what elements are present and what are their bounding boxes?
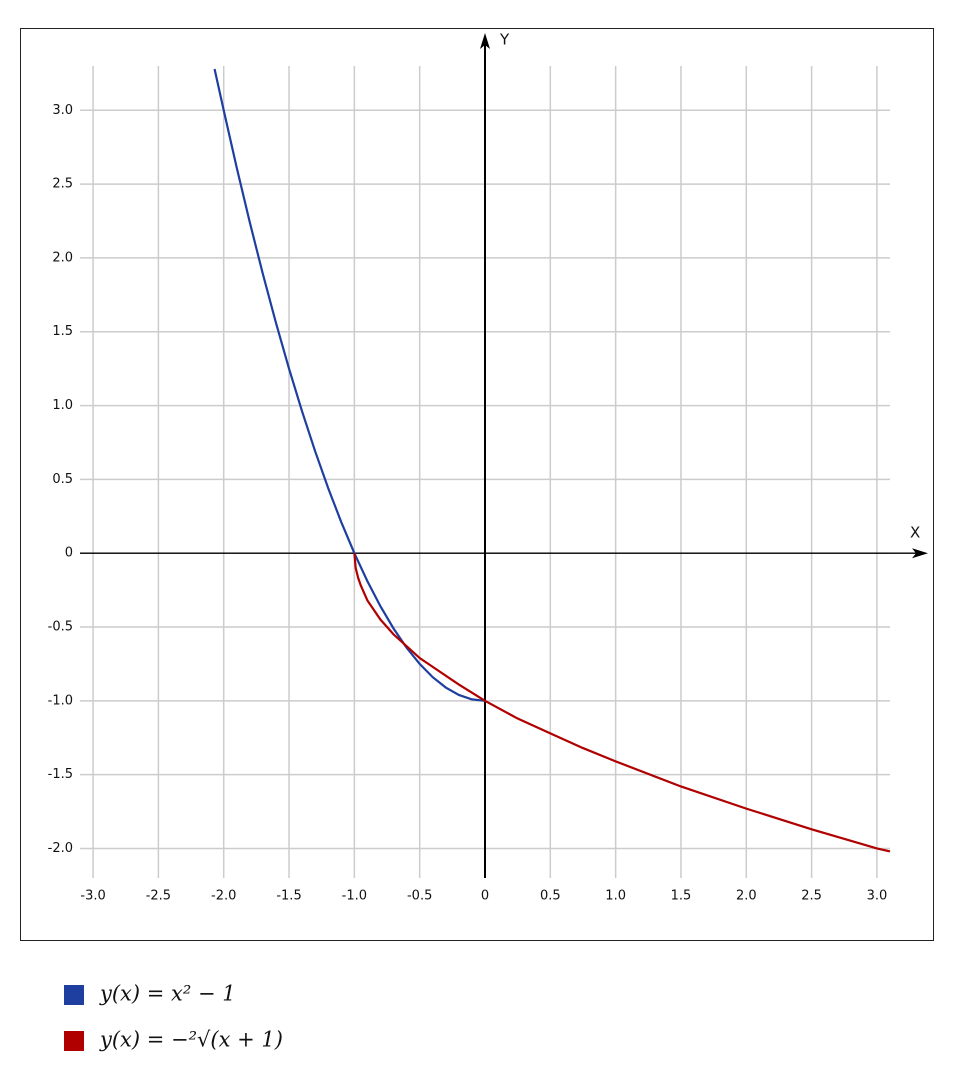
- legend-label: y(x) = x² − 1: [99, 982, 236, 1006]
- x-tick-label: 1.0: [605, 889, 626, 904]
- x-tick-label: 2.0: [736, 889, 757, 904]
- y-tick-label: 1.0: [52, 398, 73, 413]
- x-tick-label: -1.5: [276, 889, 301, 904]
- y-tick-label: 2.0: [52, 250, 73, 265]
- line: [353, 553, 891, 853]
- y-tick-label: -2.0: [48, 841, 73, 856]
- frame: [20, 28, 934, 941]
- x-tick-label: -1.0: [342, 889, 367, 904]
- y-axis-arrow: [480, 33, 490, 49]
- y-tick-label: 0: [65, 546, 73, 561]
- x-tick-label: 3.0: [867, 889, 888, 904]
- legend-swatch: [64, 1031, 84, 1051]
- y-axis-title: Y: [499, 31, 510, 49]
- x-tick-label: -2.0: [211, 889, 236, 904]
- x-tick-label: 1.5: [671, 889, 692, 904]
- y-tick-label: -0.5: [48, 620, 73, 635]
- y-tick-label: -1.5: [48, 767, 73, 782]
- plot: [80, 33, 928, 878]
- line: [213, 68, 486, 702]
- legend-swatch: [64, 985, 84, 1005]
- x-tick-label: -3.0: [80, 889, 105, 904]
- y-tick-label: -1.0: [48, 693, 73, 708]
- x-tick-label: 0.5: [540, 889, 561, 904]
- y-tick-label: 2.5: [52, 177, 73, 192]
- x-tick-label: 0: [481, 889, 489, 904]
- y-tick-label: 1.5: [52, 324, 73, 339]
- y-tick-label: 3.0: [52, 103, 73, 118]
- x-tick-label: -2.5: [146, 889, 171, 904]
- x-axis-title: X: [910, 524, 920, 542]
- y-tick-label: 0.5: [52, 472, 73, 487]
- x-axis-arrow: [912, 548, 928, 559]
- x-tick-label: 2.5: [801, 889, 822, 904]
- legend-label: y(x) = −²√(x + 1): [99, 1028, 283, 1052]
- x-tick-label: -0.5: [407, 889, 432, 904]
